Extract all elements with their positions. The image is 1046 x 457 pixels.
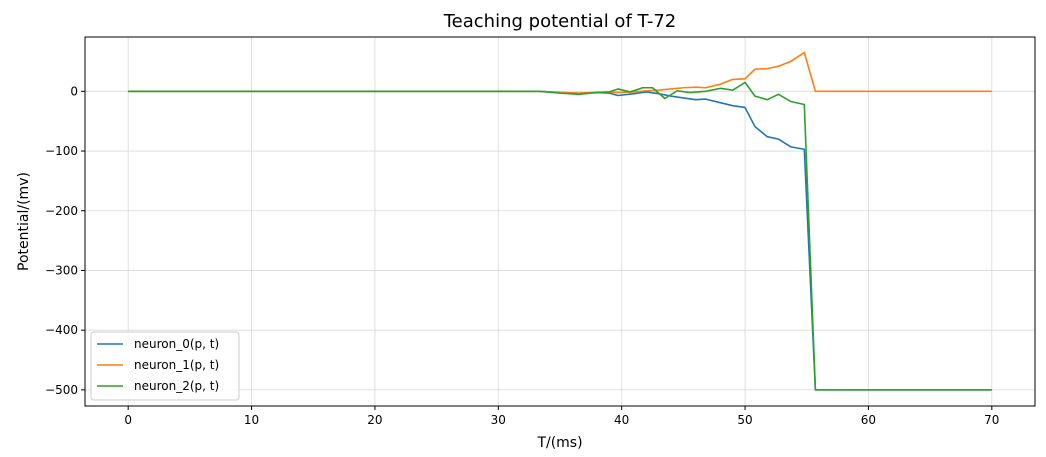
series-line-2 [128,81,992,391]
y-axis-label: Potential/(mv) [16,172,32,271]
y-tick-label: 0 [70,84,78,98]
legend: neuron_0(p, t) neuron_1(p, t) neuron_2(p, … [90,331,240,401]
chart-title: Teaching potential of T-72 [443,11,677,32]
y-tick-label: −500 [45,383,78,397]
x-tick-label: 30 [491,413,506,427]
x-tick-label: 20 [367,413,382,427]
x-tick-label: 60 [861,413,876,427]
y-tick-label: −400 [45,323,78,337]
y-tick-label: −100 [45,144,78,158]
x-axis-label: T/(ms) [536,435,582,451]
x-tick-label: 70 [984,413,999,427]
series-lines [128,51,992,391]
x-tick-label: 50 [737,413,752,427]
legend-label-1: neuron_1(p, t) [134,358,219,372]
axis-ticks: 0 10 20 30 40 50 60 70 0 −100 −200 −300 −400 −500 [45,84,999,427]
x-tick-label: 0 [124,413,132,427]
x-tick-label: 10 [244,413,259,427]
y-tick-label: −200 [45,204,78,218]
plot-frame [84,36,1036,407]
y-tick-label: −300 [45,263,78,277]
x-tick-label: 40 [614,413,629,427]
legend-label-0: neuron_0(p, t) [134,337,219,351]
legend-label-2: neuron_2(p, t) [134,379,219,393]
legend-box [90,331,240,401]
